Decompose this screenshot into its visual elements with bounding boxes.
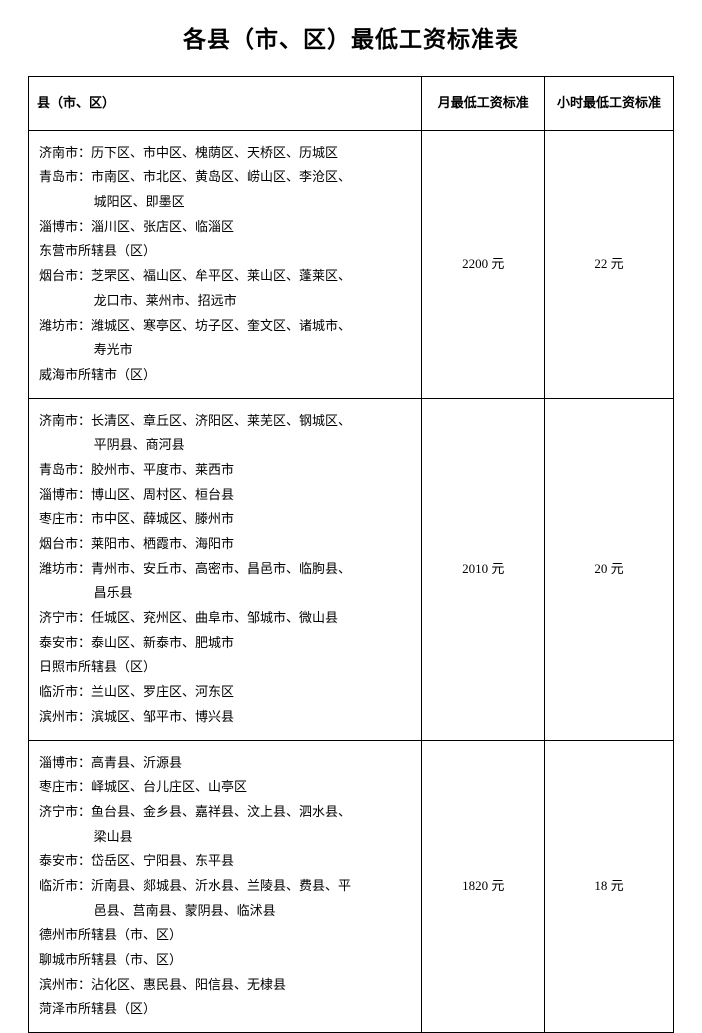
region-line: 济宁市：鱼台县、金乡县、嘉祥县、汶上县、泗水县、: [39, 800, 411, 825]
header-hourly: 小时最低工资标准: [544, 77, 673, 131]
table-row: 淄博市：高青县、沂源县枣庄市：峄城区、台儿庄区、山亭区济宁市：鱼台县、金乡县、嘉…: [29, 740, 674, 1033]
region-line: 青岛市：市南区、市北区、黄岛区、崂山区、李沧区、: [39, 165, 411, 190]
region-line: 淄博市：淄川区、张店区、临淄区: [39, 215, 411, 240]
region-line: 德州市所辖县（市、区）: [39, 923, 411, 948]
header-region: 县（市、区）: [29, 77, 422, 131]
region-line: 烟台市：芝罘区、福山区、牟平区、莱山区、蓬莱区、: [39, 264, 411, 289]
region-line: 滨州市：沾化区、惠民县、阳信县、无棣县: [39, 973, 411, 998]
region-line: 潍坊市：青州市、安丘市、高密市、昌邑市、临朐县、: [39, 557, 411, 582]
region-line: 济宁市：任城区、兖州区、曲阜市、邹城市、微山县: [39, 606, 411, 631]
hourly-cell: 22 元: [544, 130, 673, 398]
hourly-cell: 20 元: [544, 398, 673, 740]
region-line: 日照市所辖县（区）: [39, 655, 411, 680]
region-line: 寿光市: [39, 338, 411, 363]
region-line: 烟台市：莱阳市、栖霞市、海阳市: [39, 532, 411, 557]
region-line: 城阳区、即墨区: [39, 190, 411, 215]
region-line: 济南市：长清区、章丘区、济阳区、莱芜区、钢城区、: [39, 409, 411, 434]
region-line: 临沂市：兰山区、罗庄区、河东区: [39, 680, 411, 705]
region-line: 梁山县: [39, 825, 411, 850]
region-line: 龙口市、莱州市、招远市: [39, 289, 411, 314]
region-line: 淄博市：博山区、周村区、桓台县: [39, 483, 411, 508]
table-row: 济南市：历下区、市中区、槐荫区、天桥区、历城区青岛市：市南区、市北区、黄岛区、崂…: [29, 130, 674, 398]
region-line: 平阴县、商河县: [39, 433, 411, 458]
region-cell: 济南市：长清区、章丘区、济阳区、莱芜区、钢城区、平阴县、商河县青岛市：胶州市、平…: [29, 398, 422, 740]
region-line: 泰安市：岱岳区、宁阳县、东平县: [39, 849, 411, 874]
region-line: 泰安市：泰山区、新泰市、肥城市: [39, 631, 411, 656]
region-line: 枣庄市：峄城区、台儿庄区、山亭区: [39, 775, 411, 800]
monthly-cell: 1820 元: [422, 740, 545, 1033]
region-line: 潍坊市：潍城区、寒亭区、坊子区、奎文区、诸城市、: [39, 314, 411, 339]
region-line: 滨州市：滨城区、邹平市、博兴县: [39, 705, 411, 730]
table-row: 济南市：长清区、章丘区、济阳区、莱芜区、钢城区、平阴县、商河县青岛市：胶州市、平…: [29, 398, 674, 740]
region-line: 青岛市：胶州市、平度市、莱西市: [39, 458, 411, 483]
table-body: 济南市：历下区、市中区、槐荫区、天桥区、历城区青岛市：市南区、市北区、黄岛区、崂…: [29, 130, 674, 1032]
region-line: 淄博市：高青县、沂源县: [39, 751, 411, 776]
wage-table: 县（市、区） 月最低工资标准 小时最低工资标准 济南市：历下区、市中区、槐荫区、…: [28, 76, 674, 1033]
header-monthly: 月最低工资标准: [422, 77, 545, 131]
hourly-cell: 18 元: [544, 740, 673, 1033]
region-line: 威海市所辖市（区）: [39, 363, 411, 388]
region-cell: 淄博市：高青县、沂源县枣庄市：峄城区、台儿庄区、山亭区济宁市：鱼台县、金乡县、嘉…: [29, 740, 422, 1033]
region-line: 昌乐县: [39, 581, 411, 606]
table-header-row: 县（市、区） 月最低工资标准 小时最低工资标准: [29, 77, 674, 131]
monthly-cell: 2200 元: [422, 130, 545, 398]
region-line: 菏泽市所辖县（区）: [39, 997, 411, 1022]
region-line: 临沂市：沂南县、郯城县、沂水县、兰陵县、费县、平: [39, 874, 411, 899]
region-line: 聊城市所辖县（市、区）: [39, 948, 411, 973]
region-line: 东营市所辖县（区）: [39, 239, 411, 264]
region-line: 枣庄市：市中区、薛城区、滕州市: [39, 507, 411, 532]
page-title: 各县（市、区）最低工资标准表: [28, 20, 674, 54]
region-cell: 济南市：历下区、市中区、槐荫区、天桥区、历城区青岛市：市南区、市北区、黄岛区、崂…: [29, 130, 422, 398]
region-line: 邑县、莒南县、蒙阴县、临沭县: [39, 899, 411, 924]
monthly-cell: 2010 元: [422, 398, 545, 740]
region-line: 济南市：历下区、市中区、槐荫区、天桥区、历城区: [39, 141, 411, 166]
